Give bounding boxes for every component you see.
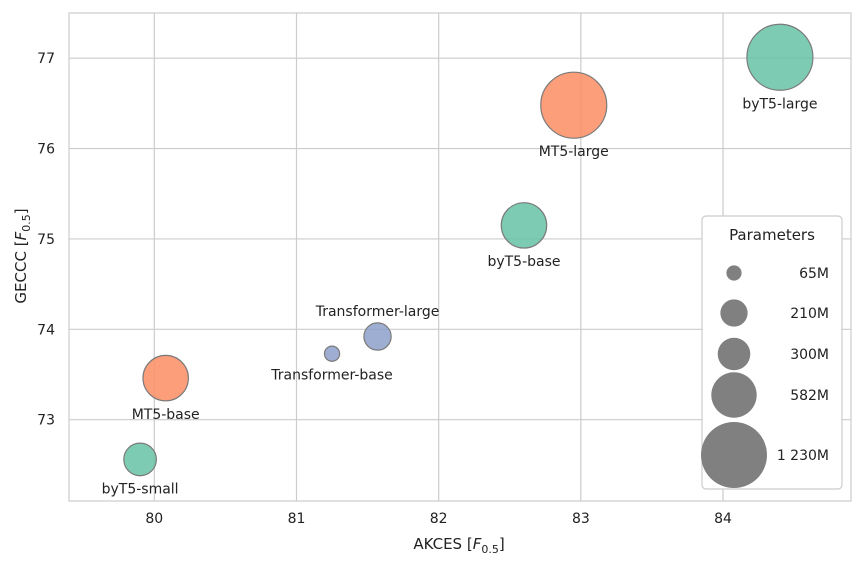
legend-marker-582m [711, 372, 757, 418]
x-tick-label: 82 [430, 511, 448, 527]
point-byt5-small [123, 442, 157, 477]
legend-label-210m: 210M [790, 306, 829, 322]
y-axis-label: GECCC [F0.5] [12, 208, 33, 303]
legend: Parameters 65M 210M 300M 582M 1 230M [701, 215, 843, 490]
legend-label-582m: 582M [790, 388, 829, 404]
y-tick-label: 73 [37, 413, 55, 429]
point-label-transformer-base: Transformer-base [270, 367, 393, 383]
legend-marker-1-230m [701, 422, 767, 488]
point-mt5-base [142, 354, 189, 402]
point-mt5-large [540, 71, 608, 139]
legend-label-65m: 65M [799, 266, 829, 282]
point-transformer-base [323, 345, 341, 362]
point-label-mt5-large: MT5-large [539, 144, 609, 160]
plot-area-frame [68, 12, 852, 502]
y-tick-label: 77 [37, 51, 55, 67]
legend-box [701, 215, 843, 490]
y-tick-label: 76 [37, 142, 55, 158]
point-label-byt5-base: byT5-base [487, 254, 560, 270]
point-byt5-large [746, 23, 814, 91]
point-byt5-base [500, 202, 548, 249]
legend-marker-65m [726, 265, 742, 281]
y-tick-label: 74 [37, 322, 55, 338]
legend-label-1-230m: 1 230M [777, 448, 829, 464]
y-tick-label: 75 [37, 232, 55, 248]
axis-ticks: 80 81 82 83 84 73 74 75 76 77 [37, 51, 732, 527]
legend-label-300m: 300M [790, 347, 829, 363]
legend-marker-210m [720, 299, 748, 327]
point-label-byt5-large: byT5-large [742, 96, 817, 112]
point-label-transformer-large: Transformer-large [315, 304, 440, 320]
legend-title: Parameters [729, 226, 815, 244]
x-tick-label: 81 [288, 511, 306, 527]
data-points [123, 23, 814, 477]
point-label-byt5-small: byT5-small [102, 482, 179, 498]
legend-items: 65M 210M 300M 582M 1 230M [701, 265, 829, 488]
legend-marker-300m [717, 337, 751, 371]
point-transformer-large [363, 322, 392, 351]
x-tick-label: 80 [145, 511, 163, 527]
x-axis-label: AKCES [F0.5] [413, 535, 504, 556]
point-label-mt5-base: MT5-base [132, 407, 200, 423]
point-labels: byT5-small MT5-base Transformer-base Transf… [102, 96, 818, 497]
x-tick-label: 83 [572, 511, 590, 527]
x-tick-label: 84 [714, 511, 732, 527]
